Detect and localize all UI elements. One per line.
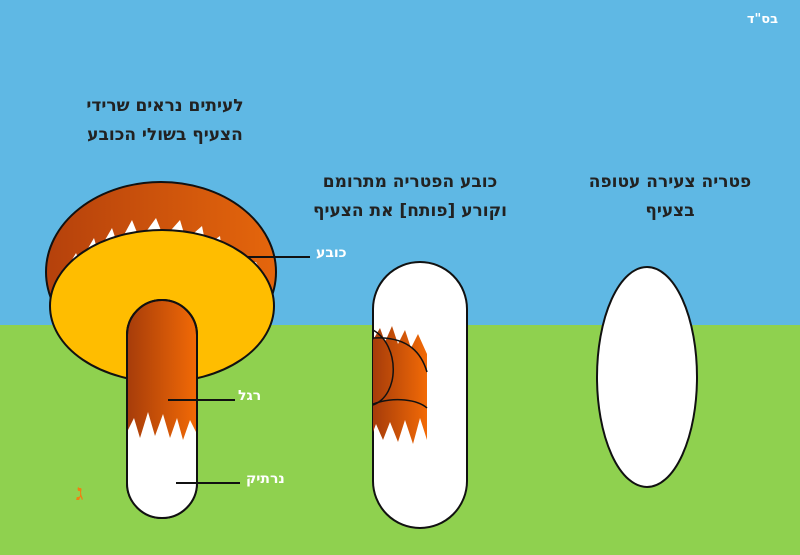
emerging-cap [373, 326, 427, 444]
emerging-mushroom [372, 261, 468, 529]
caption-line: וקורע [פותח] את הצעיף [313, 201, 507, 221]
logo-icon: ג [76, 480, 84, 506]
stage-caption-middle: כובע הפטריה מתרומם וקורע [פותח] את הצעיף [290, 168, 530, 226]
cap-label: כובע [316, 245, 347, 261]
corner-mark: בס"ד [746, 12, 778, 27]
stage-caption-right: פטריה צעירה עטופה בצעיף [560, 168, 780, 226]
caption-line: לעיתים נראים שרידי [86, 96, 244, 116]
mature-mushroom [45, 181, 277, 519]
stage-caption-left: לעיתים נראים שרידי הצעיף בשולי הכובע [40, 92, 290, 150]
volva-label: נרתיק [246, 471, 285, 487]
volva [127, 412, 197, 518]
caption-line: כובע הפטריה מתרומם [322, 172, 498, 192]
caption-line: פטריה צעירה עטופה [588, 172, 752, 192]
caption-line: הצעיף בשולי הכובע [87, 125, 243, 145]
stem-label: רגל [238, 388, 262, 404]
young-mushroom-egg [596, 266, 698, 488]
caption-line: בצעיף [645, 201, 695, 221]
